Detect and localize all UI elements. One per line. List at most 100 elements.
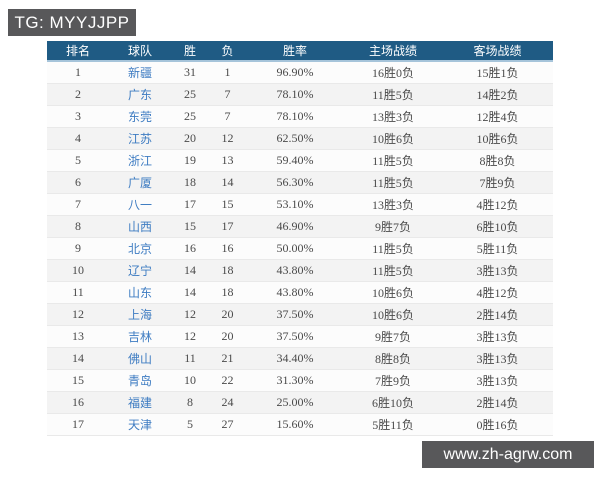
away-cell: 2胜14负 — [442, 391, 553, 414]
table-row: 11 山东 14 18 43.80% 10胜6负 4胜12负 — [47, 281, 553, 304]
pct-cell: 78.10% — [246, 105, 344, 128]
team-link[interactable]: 江苏 — [127, 132, 152, 146]
away-cell: 4胜12负 — [442, 193, 553, 216]
team-cell: 山东 — [109, 281, 171, 304]
away-cell: 10胜6负 — [442, 127, 553, 150]
standings-table: 排名 球队胜负胜率 主场战绩 客场战绩 1 新疆 31 1 96.90% 16胜0负 15胜1负 2… — [47, 41, 553, 436]
pct-cell: 43.80% — [246, 259, 344, 282]
team-link[interactable]: 广东 — [127, 88, 152, 102]
away-cell: 3胜13负 — [442, 259, 553, 282]
wins-cell: 31 — [171, 61, 209, 84]
wins-cell: 15 — [171, 215, 209, 238]
away-cell: 14胜2负 — [442, 83, 553, 106]
home-cell: 11胜5负 — [344, 149, 442, 172]
team-link[interactable]: 新疆 — [127, 66, 152, 80]
home-cell: 10胜6负 — [344, 303, 442, 326]
losses-cell: 17 — [209, 215, 246, 238]
team-link[interactable]: 八一 — [127, 198, 152, 212]
home-cell: 7胜9负 — [344, 369, 442, 392]
team-link[interactable]: 天津 — [127, 418, 152, 432]
away-cell: 5胜11负 — [442, 237, 553, 260]
wins-cell: 12 — [171, 325, 209, 348]
table-row: 9 北京 16 16 50.00% 11胜5负 5胜11负 — [47, 237, 553, 260]
away-cell: 4胜12负 — [442, 281, 553, 304]
home-cell: 10胜6负 — [344, 281, 442, 304]
losses-cell: 1 — [209, 61, 246, 84]
table-header: 排名 球队胜负胜率 主场战绩 客场战绩 — [47, 41, 553, 62]
away-cell: 2胜14负 — [442, 303, 553, 326]
table-row: 7 八一 17 15 53.10% 13胜3负 4胜12负 — [47, 193, 553, 216]
pct-cell: 37.50% — [246, 303, 344, 326]
table-row: 6 广厦 18 14 56.30% 11胜5负 7胜9负 — [47, 171, 553, 194]
away-cell: 6胜10负 — [442, 215, 553, 238]
pct-cell: 46.90% — [246, 215, 344, 238]
team-link[interactable]: 广厦 — [127, 176, 152, 190]
table-row: 16 福建 8 24 25.00% 6胜10负 2胜14负 — [47, 391, 553, 414]
pct-cell: 25.00% — [246, 391, 344, 414]
column-header-wins: 胜 — [171, 41, 209, 62]
home-cell: 6胜10负 — [344, 391, 442, 414]
pct-cell: 96.90% — [246, 61, 344, 84]
column-header-team: 球队 — [109, 41, 171, 62]
team-cell: 吉林 — [109, 325, 171, 348]
team-link[interactable]: 山西 — [127, 220, 152, 234]
table-row: 2 广东 25 7 78.10% 11胜5负 14胜2负 — [47, 83, 553, 106]
table-row: 8 山西 15 17 46.90% 9胜7负 6胜10负 — [47, 215, 553, 238]
team-link[interactable]: 吉林 — [127, 330, 152, 344]
rank-cell: 14 — [47, 347, 109, 370]
team-link[interactable]: 福建 — [127, 396, 152, 410]
team-link[interactable]: 上海 — [127, 308, 152, 322]
away-cell: 3胜13负 — [442, 369, 553, 392]
header-row: 排名 球队胜负胜率 主场战绩 客场战绩 — [47, 41, 553, 62]
home-cell: 13胜3负 — [344, 193, 442, 216]
team-cell: 八一 — [109, 193, 171, 216]
losses-cell: 20 — [209, 325, 246, 348]
team-link[interactable]: 辽宁 — [127, 264, 152, 278]
team-link[interactable]: 山东 — [127, 286, 152, 300]
losses-cell: 12 — [209, 127, 246, 150]
column-header-losses: 负 — [209, 41, 246, 62]
team-link[interactable]: 浙江 — [127, 154, 152, 168]
team-cell: 福建 — [109, 391, 171, 414]
column-header-away: 客场战绩 — [442, 41, 553, 62]
home-cell: 13胜3负 — [344, 105, 442, 128]
team-link[interactable]: 青岛 — [127, 374, 152, 388]
rank-cell: 8 — [47, 215, 109, 238]
rank-cell: 4 — [47, 127, 109, 150]
team-link[interactable]: 佛山 — [127, 352, 152, 366]
losses-cell: 7 — [209, 83, 246, 106]
team-link[interactable]: 北京 — [127, 242, 152, 256]
table-row: 13 吉林 12 20 37.50% 9胜7负 3胜13负 — [47, 325, 553, 348]
home-cell: 11胜5负 — [344, 83, 442, 106]
rank-cell: 6 — [47, 171, 109, 194]
away-cell: 3胜13负 — [442, 347, 553, 370]
pct-cell: 62.50% — [246, 127, 344, 150]
standings-table-container: 排名 球队胜负胜率 主场战绩 客场战绩 1 新疆 31 1 96.90% 16胜0负 15胜1负 2… — [47, 41, 553, 436]
home-cell: 11胜5负 — [344, 237, 442, 260]
wins-cell: 14 — [171, 281, 209, 304]
losses-cell: 15 — [209, 193, 246, 216]
away-cell: 3胜13负 — [442, 325, 553, 348]
losses-cell: 16 — [209, 237, 246, 260]
pct-cell: 56.30% — [246, 171, 344, 194]
home-cell: 16胜0负 — [344, 61, 442, 84]
column-header-home: 主场战绩 — [344, 41, 442, 62]
wins-cell: 25 — [171, 105, 209, 128]
wins-cell: 20 — [171, 127, 209, 150]
team-cell: 天津 — [109, 413, 171, 436]
home-cell: 9胜7负 — [344, 325, 442, 348]
table-row: 5 浙江 19 13 59.40% 11胜5负 8胜8负 — [47, 149, 553, 172]
pct-cell: 59.40% — [246, 149, 344, 172]
wins-cell: 8 — [171, 391, 209, 414]
pct-cell: 53.10% — [246, 193, 344, 216]
home-cell: 8胜8负 — [344, 347, 442, 370]
away-cell: 7胜9负 — [442, 171, 553, 194]
table-row: 3 东莞 25 7 78.10% 13胜3负 12胜4负 — [47, 105, 553, 128]
tg-badge: TG: MYYJJPP — [8, 9, 136, 36]
team-link[interactable]: 东莞 — [127, 110, 152, 124]
team-cell: 上海 — [109, 303, 171, 326]
wins-cell: 18 — [171, 171, 209, 194]
away-cell: 15胜1负 — [442, 61, 553, 84]
pct-cell: 37.50% — [246, 325, 344, 348]
